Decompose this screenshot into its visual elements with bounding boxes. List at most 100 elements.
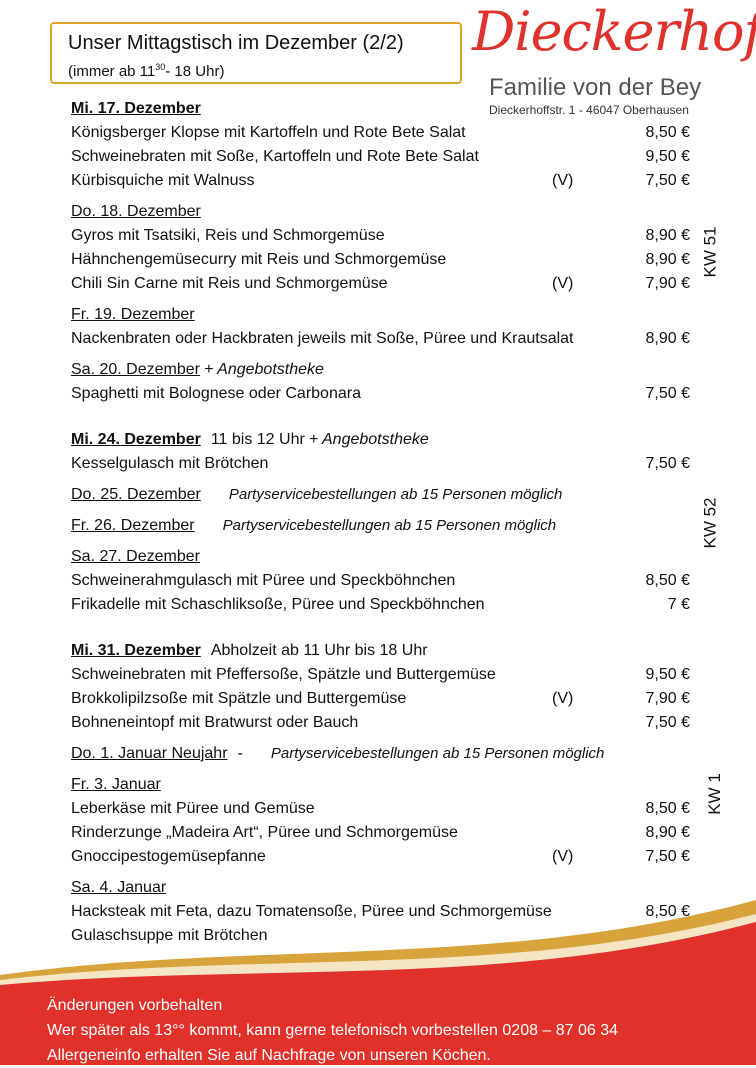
price: 9,50 € bbox=[645, 148, 690, 165]
date: Mi. 31. Dezember bbox=[71, 642, 201, 659]
price: 7,50 € bbox=[645, 385, 690, 402]
menu-item: Chili Sin Carne mit Reis und Schmorgemüs… bbox=[71, 272, 690, 296]
item-name: Gnoccipestogemüsepfanne bbox=[71, 848, 266, 865]
brand-family: Familie von der Bey bbox=[489, 74, 702, 101]
price: 8,50 € bbox=[645, 572, 690, 589]
menu-item: Hähnchengemüsecurry mit Reis und Schmorg… bbox=[71, 248, 690, 272]
note-italic: + Angebotstheke bbox=[308, 431, 429, 448]
date: Sa. 4. Januar bbox=[71, 879, 167, 896]
date: Mi. 17. Dezember bbox=[71, 100, 201, 117]
menu-item: Königsberger Klopse mit Kartoffeln und R… bbox=[71, 121, 690, 145]
date-row: Sa. 4. Januar bbox=[71, 876, 690, 900]
date: Fr. 19. Dezember bbox=[71, 306, 195, 323]
note-italic: Partyservicebestellungen ab 15 Personen … bbox=[270, 745, 605, 762]
day: Sa. 20. Dezember + Angebotstheke Spaghetti… bbox=[71, 358, 690, 406]
note: - bbox=[237, 745, 243, 762]
day: Do. 1. Januar Neujahr - Partyservicebestel… bbox=[71, 742, 690, 766]
note: Abholzeit ab 11 Uhr bis 18 Uhr bbox=[210, 642, 428, 659]
day: Do. 25. Dezember Partyservicebestellungen… bbox=[71, 483, 690, 507]
price: 9,50 € bbox=[645, 666, 690, 683]
price: 8,50 € bbox=[645, 124, 690, 141]
day: Fr. 19. Dezember Nackenbraten oder Hackbr… bbox=[71, 303, 690, 351]
week: KW 51 Mi. 17. Dezember Königsberger Klopse… bbox=[71, 97, 719, 406]
item-name: Rinderzunge „Madeira Art“, Püree und Sch… bbox=[71, 824, 458, 841]
date: Fr. 26. Dezember bbox=[71, 517, 195, 534]
vegetarian bbox=[552, 711, 622, 735]
date-row: Fr. 19. Dezember bbox=[71, 303, 690, 327]
item-name: Spaghetti mit Bolognese oder Carbonara bbox=[71, 385, 361, 402]
item-name: Schweinerahmgulasch mit Püree und Speckb… bbox=[71, 572, 456, 589]
date-row: Fr. 3. Januar bbox=[71, 773, 690, 797]
menu-item: Gyros mit Tsatsiki, Reis und Schmorgemüs… bbox=[71, 224, 690, 248]
menu-item: Hacksteak mit Feta, dazu Tomatensoße, Pü… bbox=[71, 900, 690, 924]
price: 7,50 € bbox=[645, 455, 690, 472]
footer-line: Änderungen vorbehalten bbox=[47, 997, 223, 1014]
vegetarian: (V) bbox=[552, 848, 574, 865]
item-name: Hähnchengemüsecurry mit Reis und Schmorg… bbox=[71, 251, 447, 268]
date-row: Do. 1. Januar Neujahr - Partyservicebestel… bbox=[71, 742, 690, 766]
price: 7 € bbox=[667, 596, 690, 613]
vegetarian: (V) bbox=[552, 275, 574, 292]
week-label: KW 52 bbox=[700, 496, 720, 549]
price: 8,90 € bbox=[645, 227, 690, 244]
menu-item: Rinderzunge „Madeira Art“, Püree und Sch… bbox=[71, 821, 690, 845]
note-italic: + Angebotstheke bbox=[203, 361, 324, 378]
date-row: Do. 25. Dezember Partyservicebestellungen… bbox=[71, 483, 690, 507]
date: Fr. 3. Januar bbox=[71, 776, 161, 793]
item-name: Kesselgulasch mit Brötchen bbox=[71, 455, 269, 472]
item-name: Nackenbraten oder Hackbraten jeweils mit… bbox=[71, 330, 574, 347]
vegetarian bbox=[552, 569, 622, 593]
item-name: Bohneneintopf mit Bratwurst oder Bauch bbox=[71, 714, 359, 731]
price: 8,90 € bbox=[645, 251, 690, 268]
footer: Änderungen vorbehalten Wer später als 13°… bbox=[47, 993, 618, 1068]
vegetarian bbox=[573, 327, 632, 351]
price: 7,50 € bbox=[645, 714, 690, 731]
item-name: Schweinebraten mit Pfeffersoße, Spätzle … bbox=[71, 666, 496, 683]
menu-item: Spaghetti mit Bolognese oder Carbonara 7,… bbox=[71, 382, 690, 406]
date: Do. 25. Dezember bbox=[71, 486, 201, 503]
menu-item: Schweinebraten mit Pfeffersoße, Spätzle … bbox=[71, 663, 690, 687]
day: Mi. 17. Dezember Königsberger Klopse mit … bbox=[71, 97, 690, 193]
price: 8,50 € bbox=[645, 800, 690, 817]
date-row: Sa. 27. Dezember bbox=[71, 545, 690, 569]
subtitle: (immer ab 1130- 18 Uhr) bbox=[68, 56, 460, 83]
date-row: Do. 18. Dezember bbox=[71, 200, 690, 224]
price: 8,90 € bbox=[645, 824, 690, 841]
vegetarian bbox=[552, 224, 622, 248]
week-label: KW 51 bbox=[700, 225, 720, 278]
day: Mi. 24. Dezember 11 bis 12 Uhr + Angebotst… bbox=[71, 428, 690, 476]
footer-background bbox=[0, 900, 756, 1065]
vegetarian bbox=[552, 121, 622, 145]
item-name: Chili Sin Carne mit Reis und Schmorgemüs… bbox=[71, 275, 388, 292]
vegetarian bbox=[552, 821, 622, 845]
footer-line: Allergeneinfo erhalten Sie auf Nachfrage… bbox=[47, 1047, 491, 1064]
vegetarian bbox=[552, 145, 622, 169]
menu-item: Gnoccipestogemüsepfanne (V) 7,50 € bbox=[71, 845, 690, 869]
price: 7,50 € bbox=[645, 172, 690, 189]
item-name: Leberkäse mit Püree und Gemüse bbox=[71, 800, 315, 817]
date-row: Fr. 26. Dezember Partyservicebestellungen… bbox=[71, 514, 690, 538]
date: Sa. 27. Dezember bbox=[71, 548, 200, 565]
subtitle-text: - 18 Uhr) bbox=[165, 63, 225, 80]
item-name: Gulaschsuppe mit Brötchen bbox=[71, 927, 268, 944]
title-box: Unser Mittagstisch im Dezember (2/2) (im… bbox=[50, 22, 462, 84]
price: 8,50 € bbox=[645, 903, 690, 920]
footer-line: Wer später als 13°° kommt, kann gerne te… bbox=[47, 1022, 619, 1039]
week: KW 1 Mi. 31. Dezember Abholzeit ab 11 Uhr … bbox=[71, 639, 724, 948]
date: Sa. 20. Dezember bbox=[71, 361, 200, 378]
vegetarian bbox=[552, 797, 622, 821]
subtitle-text: (immer ab 11 bbox=[68, 63, 156, 80]
item-name: Gyros mit Tsatsiki, Reis und Schmorgemüs… bbox=[71, 227, 385, 244]
menu-item: Brokkolipilzsoße mit Spätzle und Butterg… bbox=[71, 687, 690, 711]
vegetarian bbox=[552, 593, 622, 617]
date-row: Mi. 31. Dezember Abholzeit ab 11 Uhr bis … bbox=[71, 639, 690, 663]
vegetarian: (V) bbox=[552, 172, 574, 189]
vegetarian bbox=[552, 382, 622, 406]
vegetarian bbox=[552, 452, 622, 476]
note: 11 bis 12 Uhr bbox=[210, 431, 305, 448]
title: Unser Mittagstisch im Dezember (2/2) bbox=[68, 32, 404, 54]
vegetarian: (V) bbox=[552, 690, 574, 707]
item-name: Kürbisquiche mit Walnuss bbox=[71, 172, 255, 189]
item-name: Brokkolipilzsoße mit Spätzle und Butterg… bbox=[71, 690, 407, 707]
